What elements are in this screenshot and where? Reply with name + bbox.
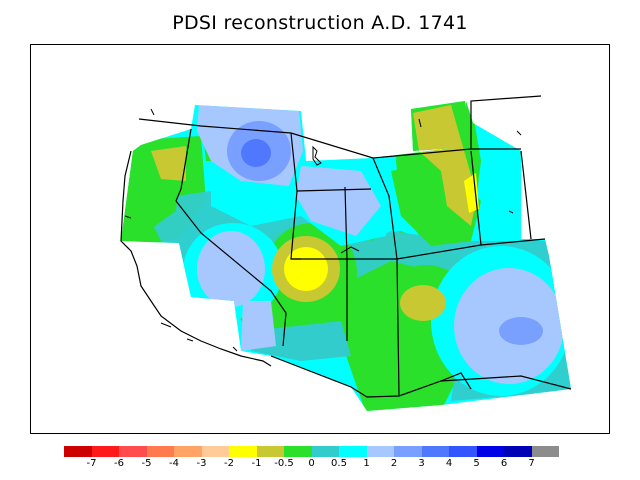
legend-label: 2 — [390, 458, 398, 469]
legend-label: 0 — [308, 458, 315, 469]
legend-label: -7 — [86, 458, 97, 469]
legend-label: 0.5 — [331, 458, 347, 469]
map-boundaries — [120, 95, 572, 398]
legend-label: 1 — [363, 458, 370, 469]
legend-label: -0.5 — [274, 458, 294, 469]
map-frame — [30, 44, 610, 434]
legend-swatch — [394, 446, 422, 457]
legend-label: -6 — [114, 458, 124, 469]
legend-label: 3 — [418, 458, 425, 469]
legend-label: -5 — [141, 458, 152, 469]
legend-label: -4 — [169, 458, 179, 469]
legend-swatch — [119, 446, 147, 457]
map-title: PDSI reconstruction A.D. 1741 — [172, 12, 468, 34]
map-lakes — [124, 108, 522, 352]
legend-label: -3 — [196, 458, 207, 469]
legend-swatch — [229, 446, 257, 457]
legend-swatch — [174, 446, 202, 457]
legend-label: 4 — [445, 458, 453, 469]
legend-label: 5 — [473, 458, 480, 469]
legend-labels: -7 -6 -5 -4 -3 -2 -1 -0.5 0 0.5 1 2 3 4 5 6 7 — [0, 458, 640, 472]
legend-label: 7 — [528, 458, 535, 469]
legend-swatch — [64, 446, 92, 457]
legend-label: -1 — [251, 458, 262, 469]
legend-swatch — [256, 446, 284, 457]
legend-label: 6 — [500, 458, 508, 469]
legend-swatch — [366, 446, 394, 457]
legend-swatch — [476, 446, 504, 457]
legend-swatch — [91, 446, 119, 457]
legend-swatch — [504, 446, 532, 457]
legend-swatch — [449, 446, 477, 457]
legend-swatch — [201, 446, 229, 457]
legend-swatch — [531, 446, 559, 457]
legend-swatch — [284, 446, 312, 457]
pdsi-map — [120, 95, 572, 411]
pdsi-field — [121, 101, 571, 411]
legend-swatch — [146, 446, 174, 457]
legend-label: -2 — [224, 458, 234, 469]
legend-swatch — [421, 446, 449, 457]
color-legend — [64, 446, 559, 457]
legend-swatch — [339, 446, 367, 457]
legend-swatch — [311, 446, 339, 457]
